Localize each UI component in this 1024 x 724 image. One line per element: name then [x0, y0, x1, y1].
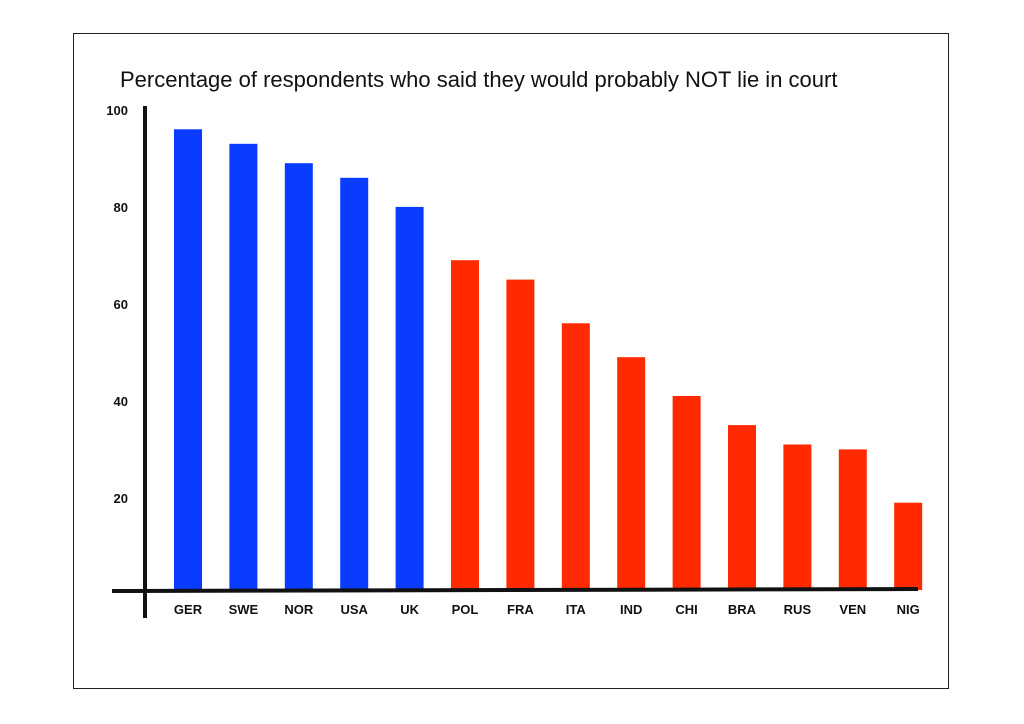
x-tick-label: UK [400, 602, 419, 617]
bar-rus [783, 444, 812, 590]
x-tick-label: VEN [839, 602, 866, 617]
bar-uk [395, 206, 424, 590]
y-tick-label: 60 [114, 297, 128, 312]
bar-ven [838, 449, 867, 590]
x-tick-label: BRA [728, 602, 757, 617]
bar-bra [728, 425, 756, 590]
bar-swe [229, 143, 258, 591]
bar-usa [340, 177, 369, 591]
bar-chi [672, 396, 701, 590]
x-tick-label: RUS [784, 602, 812, 617]
x-tick-label: CHI [675, 602, 697, 617]
bar-pol [451, 260, 479, 590]
x-tick-label: IND [620, 602, 642, 617]
bar-fra [506, 279, 535, 590]
x-tick-label: NOR [284, 602, 314, 617]
x-tick-label: GER [174, 602, 203, 617]
x-tick-label: SWE [229, 602, 259, 617]
x-tick-label: NIG [897, 602, 920, 617]
y-tick-label: 20 [114, 491, 128, 506]
x-tick-label: POL [452, 602, 479, 617]
y-tick-label: 40 [114, 394, 128, 409]
bars-group [174, 129, 923, 591]
chart-frame [73, 33, 949, 689]
y-tick-label: 100 [106, 103, 128, 118]
chart-title: Percentage of respondents who said they … [120, 67, 837, 92]
x-axis-line [111, 587, 919, 593]
y-axis-ticks: 20 40 60 80 100 [106, 103, 128, 506]
bar-ger [174, 129, 202, 591]
bar-ita [561, 323, 590, 591]
x-axis-ticks: GER SWE NOR USA UK POL FRA ITA IND CHI BRA RUS VEN NI… [174, 602, 920, 617]
y-tick-label: 80 [114, 200, 128, 215]
x-tick-label: USA [340, 602, 368, 617]
x-tick-label: FRA [507, 602, 534, 617]
bar-ind [617, 357, 646, 590]
bar-nor [284, 163, 313, 590]
x-tick-label: ITA [566, 602, 587, 617]
bar-nig [894, 502, 923, 590]
